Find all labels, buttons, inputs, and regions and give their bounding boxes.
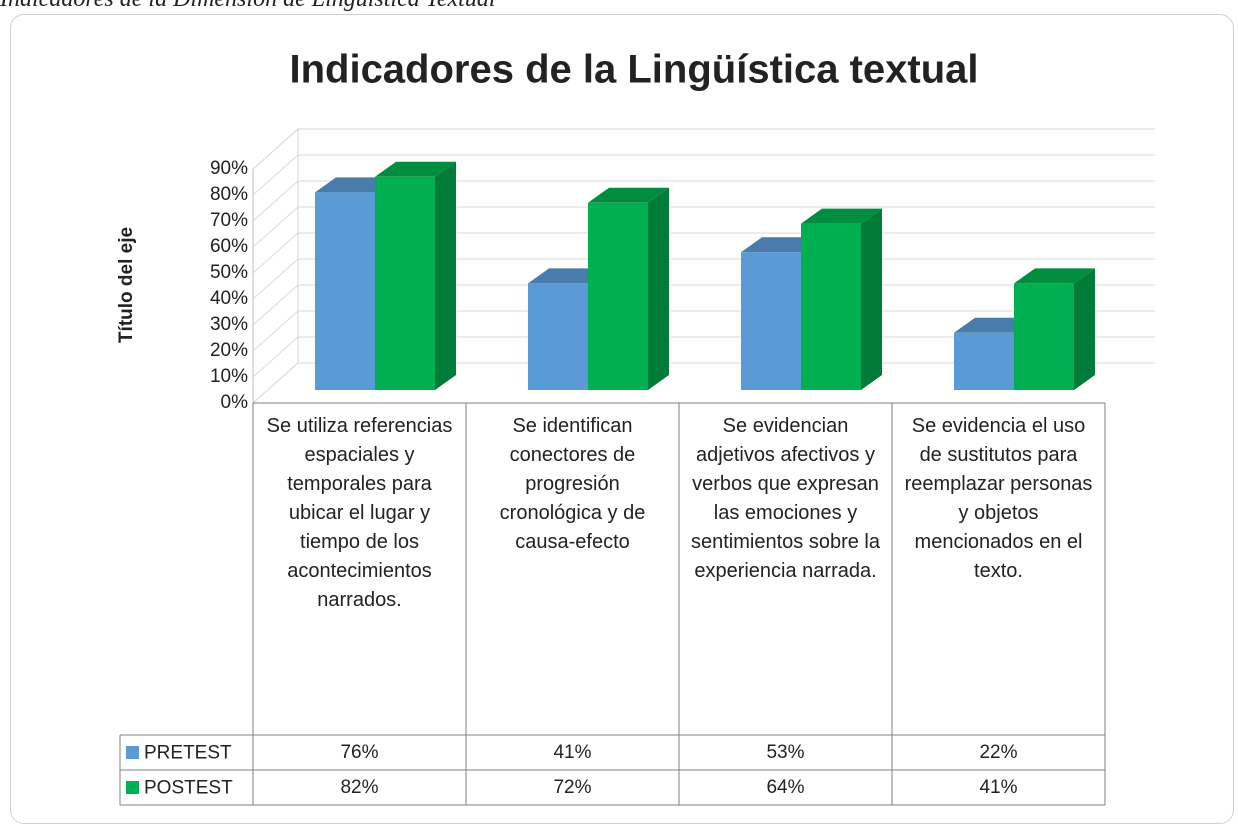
y-tick-label: 0%	[221, 392, 249, 413]
x-tick-label: Se utiliza referencias espaciales y temp…	[266, 415, 453, 611]
y-axis-title: Título del eje	[116, 227, 137, 343]
chart-title: Indicadores de la Lingüística textual	[289, 48, 978, 92]
bar-side	[861, 208, 882, 390]
y-tick-label: 20%	[210, 340, 248, 361]
y-tick-label: 50%	[210, 262, 248, 283]
legend-swatch	[126, 746, 139, 759]
grid-line	[252, 362, 299, 404]
y-tick-label: 10%	[210, 366, 248, 387]
x-tick-label: Se identifican conectores de progresión …	[499, 415, 646, 553]
data-label: 72%	[553, 777, 592, 798]
bar	[375, 176, 435, 390]
grid-line	[252, 284, 299, 326]
legend-label: PRETEST	[144, 743, 232, 764]
data-label: 22%	[979, 742, 1018, 763]
data-label: 64%	[766, 777, 805, 798]
y-tick-label: 80%	[210, 184, 248, 205]
data-label: 76%	[340, 742, 379, 763]
bar	[954, 332, 1014, 390]
x-tick-label: Se evidencian adjetivos afectivos y verb…	[691, 415, 880, 582]
grid-line	[252, 310, 299, 352]
data-label: 41%	[979, 777, 1018, 798]
bar-top	[588, 187, 669, 203]
bar-side	[435, 161, 456, 390]
caption: Indicadores de la Dimensión de Lingüísti…	[0, 0, 496, 13]
grid-line	[252, 206, 299, 248]
bar	[741, 252, 801, 390]
grid-line	[252, 232, 299, 274]
bar-side	[648, 187, 669, 390]
bar	[801, 223, 861, 390]
chart-frame	[10, 14, 1234, 824]
grid-line	[252, 180, 299, 222]
grid-line	[252, 336, 299, 378]
y-tick-label: 90%	[210, 158, 248, 179]
data-label: 82%	[340, 777, 379, 798]
x-tick-label: Se evidencia el uso de sustitutos para r…	[904, 415, 1093, 582]
bar	[528, 283, 588, 390]
grid-line	[252, 128, 299, 170]
data-label: 41%	[553, 742, 592, 763]
y-tick-label: 40%	[210, 288, 248, 309]
grid-line	[252, 258, 299, 300]
y-tick-label: 70%	[210, 210, 248, 231]
y-tick-label: 60%	[210, 236, 248, 257]
bar	[588, 202, 648, 390]
legend-label: POSTEST	[144, 778, 233, 799]
bar	[1014, 283, 1074, 390]
legend-swatch	[126, 781, 139, 794]
bar	[315, 192, 375, 390]
bar-top	[1014, 268, 1095, 284]
bar-top	[801, 208, 882, 224]
bar-side	[1074, 268, 1095, 390]
y-tick-label: 30%	[210, 314, 248, 335]
data-label: 53%	[766, 742, 805, 763]
back-wall	[252, 127, 299, 405]
grid-line	[252, 154, 299, 196]
bar-top	[375, 161, 456, 177]
